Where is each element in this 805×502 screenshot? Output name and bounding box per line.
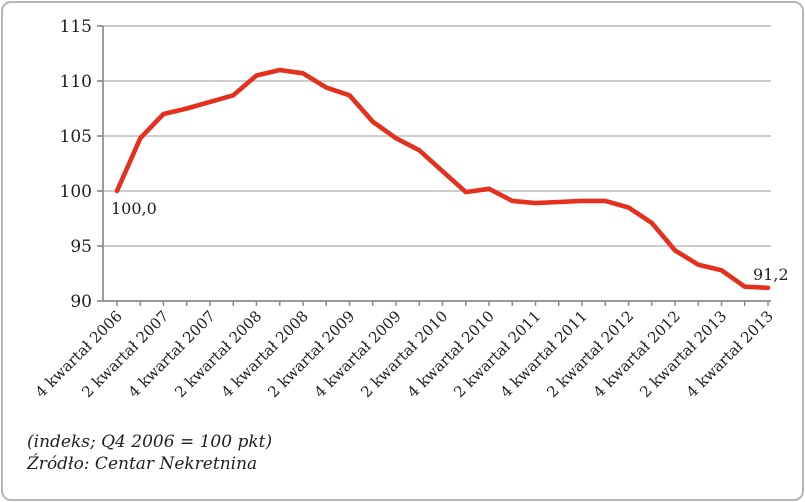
y-tick-label: 90 — [70, 292, 92, 312]
y-tick-label: 110 — [60, 72, 92, 92]
y-tick-label: 95 — [70, 237, 92, 257]
index-note: (indeks; Q4 2006 = 100 pkt) — [27, 432, 273, 452]
index-line — [114, 67, 771, 291]
source-note: Źródło: Centar Nekretnina — [27, 454, 258, 474]
x-tick-label: 4 kwartał 2013 — [683, 307, 777, 401]
chart-footer: (indeks; Q4 2006 = 100 pkt) Źródło: Cent… — [27, 431, 272, 475]
y-tick-label: 105 — [60, 127, 92, 147]
data-label: 100,0 — [111, 199, 157, 218]
y-tick-label: 100 — [60, 182, 92, 202]
y-tick-label: 115 — [60, 17, 92, 37]
data-label: 91,2 — [753, 265, 789, 284]
